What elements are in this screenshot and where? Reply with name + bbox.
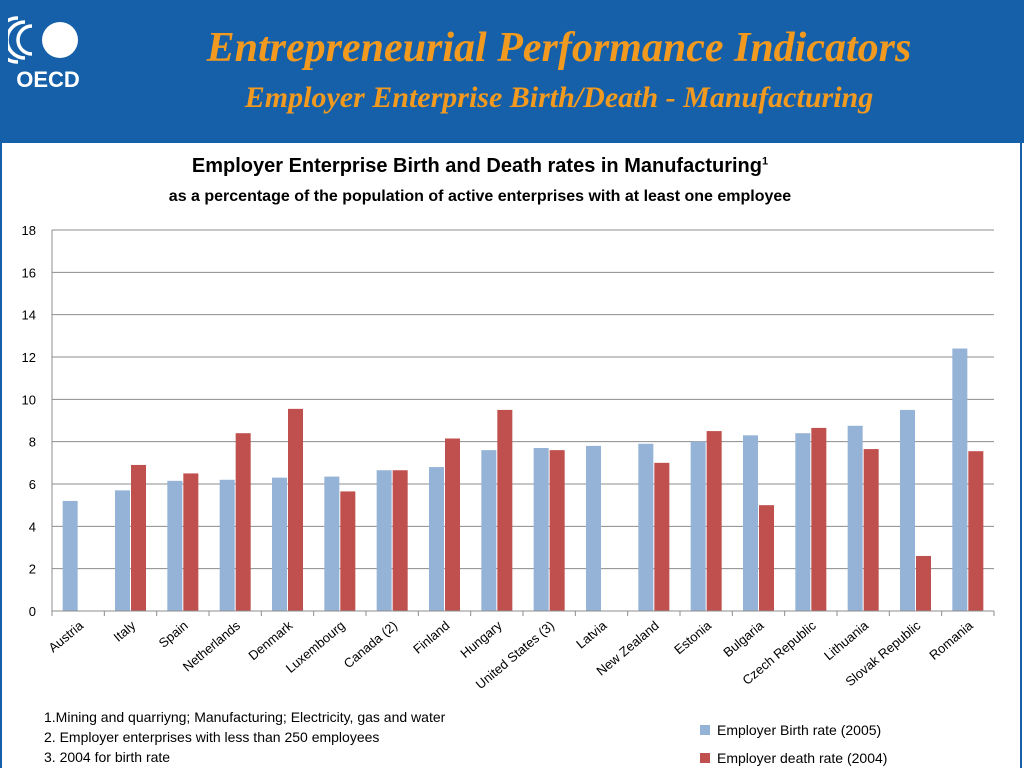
bar-death [183,473,199,611]
bar-death [288,408,303,611]
bar-death [863,449,879,611]
bar-birth [324,476,340,611]
bar-birth [167,480,183,611]
legend-item-birth: Employer Birth rate (2005) [700,716,887,744]
bar-death [131,464,146,611]
x-tick-label: Netherlands [180,617,244,674]
bar-death [968,451,984,611]
bar-birth [952,348,968,611]
header-banner: OECD Entrepreneurial Performance Indicat… [0,0,1024,143]
bar-death [445,438,460,611]
y-tick-label: 4 [29,519,36,534]
bar-birth [533,448,549,611]
bar-death [235,433,251,611]
chart-title: Employer Enterprise Birth and Death rate… [0,155,960,178]
x-tick-label: Denmark [245,617,295,663]
bar-birth [900,409,915,611]
bar-death [916,555,931,611]
bar-death [549,450,565,611]
chart-title-footnote: 1 [761,155,769,168]
x-tick-label: Romania [926,617,976,662]
y-tick-label: 6 [29,477,36,492]
bar-birth [429,467,444,611]
legend-label-birth: Employer Birth rate (2005) [717,722,882,738]
bar-birth [219,479,235,611]
bar-birth [481,450,497,611]
bar-death [706,431,722,611]
bar-death [497,409,513,611]
bar-death [392,470,408,611]
bar-birth [272,477,287,611]
bar-death [654,462,670,611]
page-subtitle: Employer Enterprise Birth/Death - Manufa… [244,81,874,114]
bar-birth [62,500,78,611]
x-tick-label: Finland [410,618,452,657]
x-tick-label: Latvia [573,617,610,651]
footnote-3: 3. 2004 for birth rate [44,749,171,765]
oecd-logo: OECD [8,16,80,90]
bar-death [340,491,356,611]
footnotes: 1.Mining and quarriyng; Manufacturing; E… [44,707,445,767]
bar-birth [847,425,863,611]
y-tick-label: 14 [22,308,36,323]
page-title: Entrepreneurial Performance Indicators [206,25,912,71]
x-tick-label: Hungary [457,617,505,660]
x-tick-label: Spain [156,618,191,651]
y-tick-label: 0 [29,604,36,619]
y-tick-label: 12 [22,350,36,365]
bar-chart: 0 2 4 6 8 10 12 14 16 18 Austria Italy SpainNetherla… [22,223,995,692]
bar-birth [795,433,811,611]
chart-legend: Employer Birth rate (2005) Employer deat… [700,716,887,772]
bar-birth [638,443,654,611]
y-tick-label: 2 [29,562,36,577]
legend-swatch-death [700,753,710,763]
x-tick-label: Lithuania [821,617,872,663]
chart-title-text: Employer Enterprise Birth and Death rate… [191,155,762,177]
y-tick-label: 16 [22,265,36,280]
footnote-1: 1.Mining and quarriyng; Manufacturing; E… [44,709,446,725]
x-tick-label: Italy [111,617,139,644]
x-tick-label: Austria [45,617,86,655]
bar-birth [115,490,130,611]
bar-death [811,427,827,611]
legend-label-death: Employer death rate (2004) [717,750,888,766]
bar-death [759,505,774,611]
oecd-logo-text: OECD [16,67,80,90]
bar-birth [376,470,392,611]
bar-birth [586,445,601,611]
content-frame [0,143,1022,768]
legend-swatch-birth [700,725,710,735]
y-tick-label: 10 [22,392,36,407]
y-tick-label: 8 [29,435,36,450]
x-tick-label: Canada (2) [341,618,400,671]
chart-subtitle: as a percentage of the population of act… [168,188,792,205]
bar-birth [690,441,706,611]
footnote-2: 2. Employer enterprises with less than 2… [44,729,380,745]
x-tick-label: Estonia [671,617,714,657]
bar-birth [743,435,758,611]
x-tick-label: Bulgaria [720,617,767,660]
y-tick-label: 18 [22,223,36,238]
legend-item-death: Employer death rate (2004) [700,744,887,772]
